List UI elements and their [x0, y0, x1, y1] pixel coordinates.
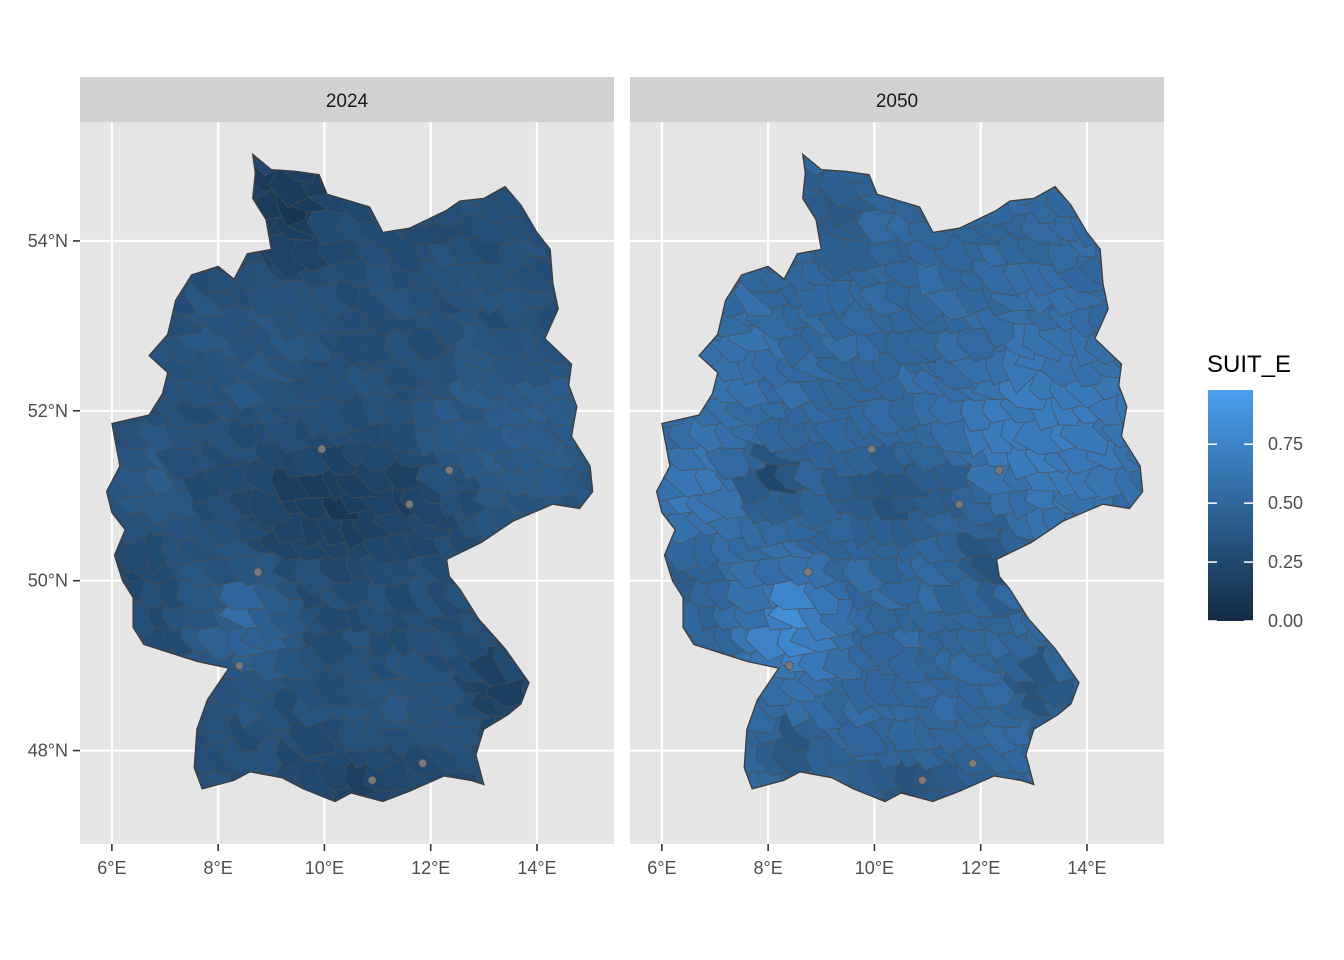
- no-data-district: [235, 661, 244, 670]
- facet-strip: [80, 77, 614, 122]
- legend-ticks: 0.75 0.50 0.25 0.00: [1208, 434, 1303, 631]
- x-tick-label: 12°E: [961, 858, 1000, 878]
- no-data-district: [917, 775, 927, 785]
- no-data-district: [253, 567, 263, 577]
- no-data-district: [367, 775, 377, 785]
- x-tick-label: 10°E: [855, 858, 894, 878]
- x-tick-label: 14°E: [1067, 858, 1106, 878]
- x-axis-2024: 6°E 8°E 10°E 12°E 14°E: [97, 844, 557, 878]
- country-outline: [655, 152, 1144, 803]
- x-tick-label: 14°E: [517, 858, 556, 878]
- legend-label: 0.50: [1268, 493, 1303, 513]
- facet-panel-2024: 2024: [80, 77, 614, 844]
- facet-panel-2050: 2050: [630, 77, 1164, 844]
- x-tick-label: 6°E: [97, 858, 126, 878]
- y-tick-label: 48°N: [28, 741, 68, 761]
- x-tick-label: 12°E: [411, 858, 450, 878]
- no-data-district: [867, 444, 877, 454]
- legend-label: 0.75: [1268, 434, 1303, 454]
- x-tick-label: 6°E: [647, 858, 676, 878]
- no-data-district: [955, 499, 964, 509]
- facet-strip: [630, 77, 1164, 122]
- facet-strip-label: 2024: [326, 91, 369, 112]
- no-data-district: [785, 661, 794, 670]
- no-data-district: [405, 499, 414, 509]
- x-tick-label: 8°E: [754, 858, 783, 878]
- y-axis: 48°N 50°N 52°N 54°N: [28, 231, 80, 761]
- y-tick-label: 52°N: [28, 401, 68, 421]
- facet-strip-label: 2050: [876, 91, 918, 112]
- no-data-district: [418, 758, 428, 768]
- no-data-district: [968, 758, 978, 768]
- legend-title: SUIT_E: [1207, 351, 1291, 378]
- x-tick-label: 8°E: [204, 858, 233, 878]
- country-outline: [105, 152, 594, 803]
- x-axis-2050: 6°E 8°E 10°E 12°E 14°E: [647, 844, 1107, 878]
- no-data-district: [444, 465, 454, 475]
- legend: SUIT_E 0.75 0.50 0.25 0.00: [1207, 351, 1303, 631]
- legend-label: 0.25: [1268, 552, 1303, 572]
- no-data-district: [994, 465, 1004, 475]
- x-tick-label: 10°E: [305, 858, 344, 878]
- legend-label: 0.00: [1268, 611, 1303, 631]
- no-data-district: [317, 444, 327, 454]
- no-data-district: [803, 567, 813, 577]
- y-tick-label: 50°N: [28, 571, 68, 591]
- y-tick-label: 54°N: [28, 231, 68, 251]
- legend-colorbar: [1208, 390, 1253, 621]
